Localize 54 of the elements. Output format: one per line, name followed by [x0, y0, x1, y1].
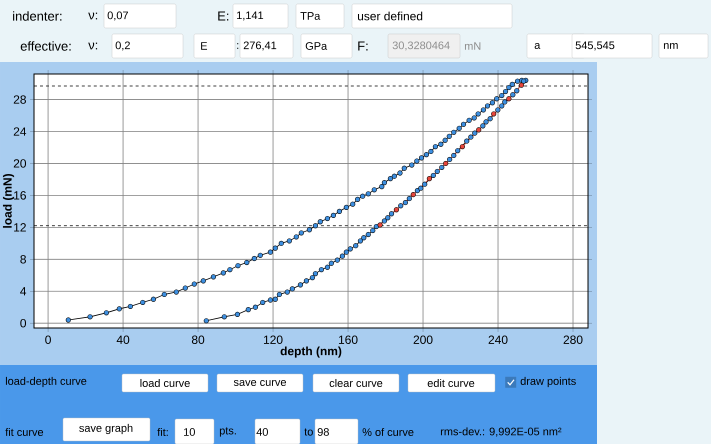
y-tick-label: 4 — [20, 287, 26, 296]
x-tick-label: 160 — [338, 336, 358, 344]
text: pts. — [220, 427, 236, 437]
text: 98 — [318, 428, 329, 436]
y-tick-label: 12 — [14, 223, 26, 232]
y-tick-label: 8 — [20, 255, 26, 264]
text: load curve — [140, 378, 190, 388]
text: GPa — [306, 42, 328, 50]
text: ν: — [88, 42, 98, 50]
y-tick-label: 16 — [14, 191, 26, 200]
text: save graph — [79, 424, 132, 434]
text: 276,41 — [244, 41, 276, 51]
x-tick-label: 200 — [414, 336, 433, 344]
text: 40 — [256, 428, 268, 436]
text: rms-dev.: 9,992E-05 nm² — [440, 427, 562, 437]
y-axis-title: load (mN) — [2, 174, 14, 228]
text: 1,141 — [237, 12, 264, 20]
text: % of curve — [362, 428, 414, 436]
text: draw points — [520, 376, 576, 388]
text: ν: — [88, 12, 98, 20]
text: F: — [358, 42, 368, 50]
text: load-depth curve — [6, 376, 86, 388]
text: user defined — [358, 12, 422, 20]
text: fit: — [157, 428, 168, 436]
text: to — [304, 428, 313, 436]
text: mN — [464, 42, 480, 50]
text: 0,2 — [116, 41, 130, 51]
text: 30,3280464 — [392, 41, 450, 51]
text: E: — [218, 12, 228, 20]
text: TPa — [300, 12, 320, 20]
text: 10 — [184, 428, 195, 436]
y-tick-label: 0 — [20, 318, 26, 328]
x-tick-label: 0 — [45, 336, 51, 344]
x-axis-title: depth (nm) — [280, 346, 342, 358]
text: E — [201, 42, 208, 50]
text: edit curve — [428, 378, 474, 388]
text: a — [534, 42, 540, 49]
text: 545,545 — [576, 42, 614, 50]
text: fit curve — [5, 428, 44, 436]
text: indenter: — [13, 11, 62, 21]
text: nm — [664, 43, 678, 49]
text: clear curve — [330, 378, 382, 388]
text: 0,07 — [108, 11, 128, 21]
x-tick-label: 280 — [564, 336, 583, 344]
x-tick-label: 120 — [264, 336, 283, 344]
y-tick-label: 20 — [14, 159, 26, 168]
text: save curve — [234, 380, 286, 386]
y-tick-label: 28 — [14, 95, 26, 104]
x-tick-label: 40 — [116, 336, 130, 344]
y-tick-label: 24 — [14, 127, 26, 136]
x-tick-label: 80 — [192, 336, 204, 344]
text: : — [237, 43, 238, 49]
text: effective: — [20, 41, 71, 51]
x-tick-label: 240 — [488, 336, 508, 344]
